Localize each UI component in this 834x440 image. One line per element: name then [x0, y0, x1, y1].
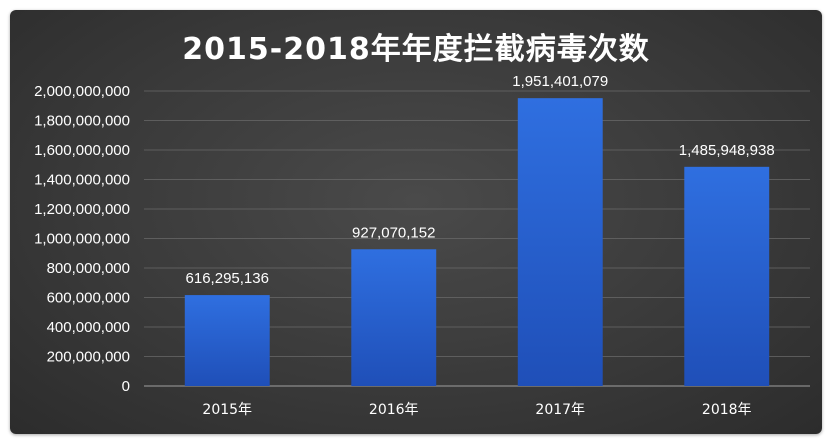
y-tick-label: 1,800,000,000 — [34, 113, 130, 130]
data-label: 1,951,401,079 — [512, 73, 608, 90]
bar-2018年 — [684, 166, 770, 386]
y-tick-label: 1,600,000,000 — [34, 142, 130, 159]
bar-2015年 — [184, 295, 270, 386]
data-label: 1,485,948,938 — [679, 142, 775, 159]
chart-plot-area: 0 200,000,000 400,000,000 600,000,000 800,00… — [34, 73, 810, 418]
data-labels: 616,295,136 927,070,152 1,951,401,079 1,485… — [186, 73, 775, 287]
x-category-label: 2015年 — [202, 402, 252, 418]
chart-frame: 2015-2018年年度拦截病毒次数 0 200,000,000 400,000,0… — [10, 10, 822, 434]
data-label: 927,070,152 — [352, 224, 435, 241]
bars — [184, 98, 770, 387]
y-tick-label: 2,000,000,000 — [34, 83, 130, 100]
y-tick-label: 400,000,000 — [47, 319, 130, 336]
y-tick-label: 800,000,000 — [47, 260, 130, 277]
bar-2016年 — [351, 249, 437, 386]
x-axis-category-labels: 2015年 2016年 2017年 2018年 — [202, 402, 751, 418]
y-tick-label: 1,000,000,000 — [34, 231, 130, 248]
y-tick-label: 1,200,000,000 — [34, 201, 130, 218]
x-category-label: 2018年 — [702, 402, 752, 418]
data-label: 616,295,136 — [186, 270, 269, 287]
y-tick-label: 0 — [122, 378, 130, 395]
y-axis-tick-labels: 0 200,000,000 400,000,000 600,000,000 800,00… — [34, 83, 130, 395]
y-tick-label: 1,400,000,000 — [34, 172, 130, 189]
x-category-label: 2016年 — [369, 402, 419, 418]
bar-2017年 — [517, 98, 603, 387]
y-tick-label: 600,000,000 — [47, 290, 130, 307]
chart-title: 2015-2018年年度拦截病毒次数 — [182, 32, 650, 67]
y-tick-label: 200,000,000 — [47, 349, 130, 366]
x-category-label: 2017年 — [535, 402, 585, 418]
